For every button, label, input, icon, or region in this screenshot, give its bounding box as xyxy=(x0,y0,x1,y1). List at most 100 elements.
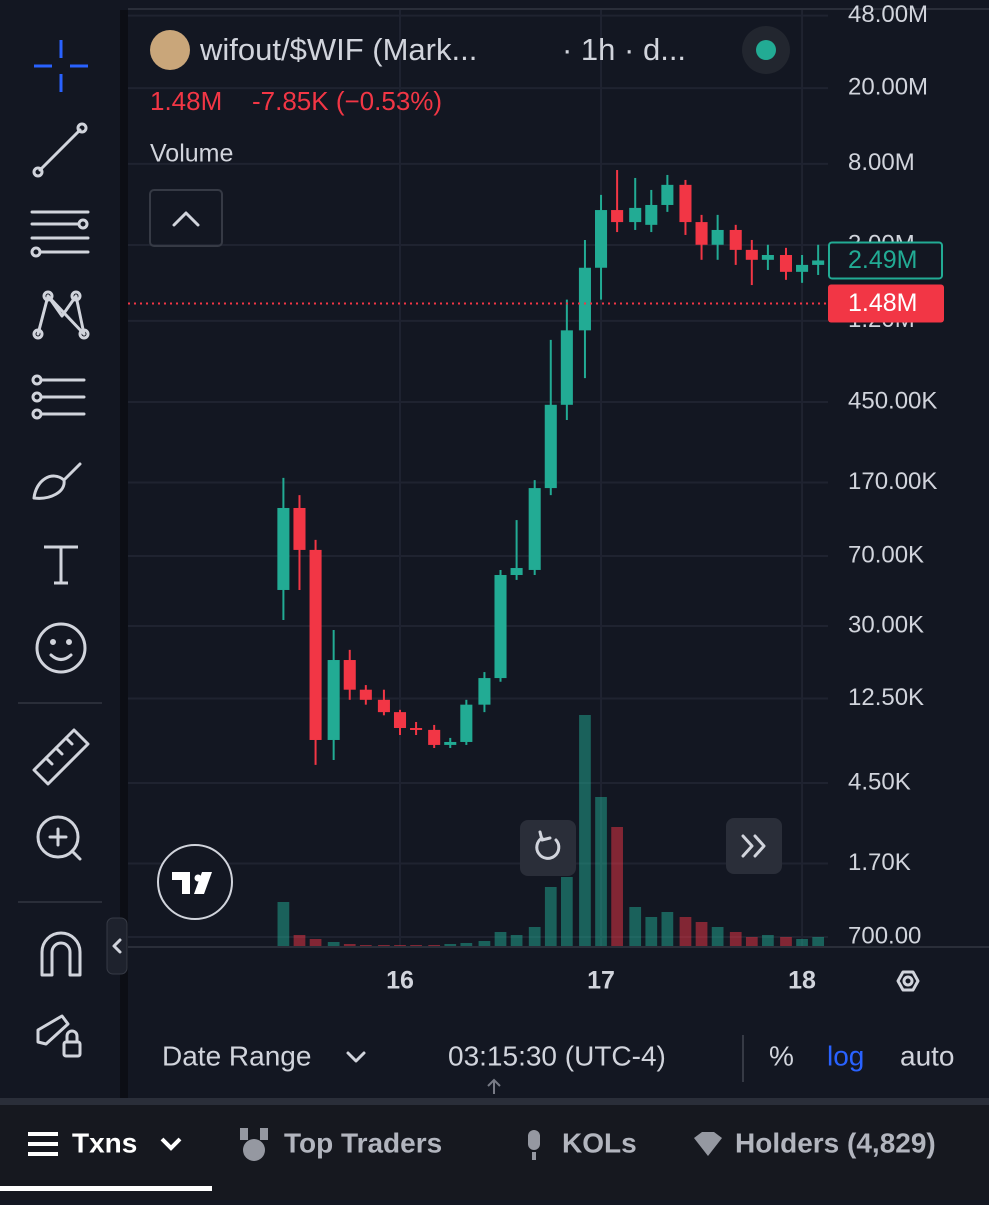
collapse-arrow xyxy=(112,938,122,954)
candle-body xyxy=(460,704,473,742)
grid xyxy=(128,10,828,947)
pattern-tool[interactable] xyxy=(32,290,90,340)
toolbar-divider xyxy=(120,10,128,1100)
mic-icon xyxy=(528,1130,540,1160)
y-tick-label: 700.00 xyxy=(848,922,921,949)
candle-body xyxy=(528,488,541,570)
price-tag xyxy=(828,284,944,323)
diamond-icon xyxy=(694,1132,722,1156)
volume-bar xyxy=(645,917,658,947)
candle-body xyxy=(428,729,441,745)
candle-body xyxy=(410,727,423,730)
price-tag-label: 1.48M xyxy=(848,289,917,317)
fib-tool[interactable] xyxy=(31,374,86,420)
y-tick-label: 70.00K xyxy=(848,541,924,568)
candle-body xyxy=(444,741,457,745)
trophy-icon xyxy=(240,1128,268,1161)
reset-icon xyxy=(535,836,561,860)
x-tick-label: 16 xyxy=(386,967,414,995)
volume-layer xyxy=(277,715,825,947)
ruler-tool[interactable] xyxy=(32,728,90,786)
collapse-handle[interactable] xyxy=(106,917,128,975)
date-range-chevron xyxy=(346,1051,366,1063)
zoom-tool[interactable] xyxy=(36,815,82,861)
y-tick-label: 48.00M xyxy=(848,1,928,28)
scroll-right-icon xyxy=(741,834,766,858)
candle-body xyxy=(679,184,692,223)
volume-bar xyxy=(528,927,541,947)
volume-bar xyxy=(293,935,306,947)
y-tick-label: 170.00K xyxy=(848,468,937,495)
volume-bar xyxy=(560,877,573,947)
candle-body xyxy=(779,255,793,272)
volume-bar xyxy=(579,715,591,947)
volume-legend: Volume xyxy=(150,140,233,168)
volume-bar xyxy=(796,939,808,947)
tab-chevron xyxy=(160,1137,182,1151)
symbol-title: wifout/$WIF (Mark... xyxy=(199,32,477,67)
volume-bar xyxy=(444,944,457,947)
candle-body xyxy=(796,264,809,272)
last-price-tag-label: 2.49M xyxy=(848,246,917,274)
tab-holders[interactable]: Holders (4,829) xyxy=(735,1127,936,1158)
candle-body xyxy=(327,660,340,740)
volume-bar xyxy=(343,944,356,947)
volume-bar xyxy=(711,927,724,947)
price: 1.48M xyxy=(150,86,222,116)
auto-button[interactable]: auto xyxy=(900,1040,955,1071)
token-avatar xyxy=(150,30,190,70)
volume-bar xyxy=(510,935,523,947)
x-tick-label: 18 xyxy=(788,967,816,995)
y-tick-label: 4.50K xyxy=(848,768,911,795)
interval: · 1h · d... xyxy=(562,32,686,67)
clock: 03:15:30 (UTC-4) xyxy=(448,1040,666,1071)
brush-tool[interactable] xyxy=(32,462,82,500)
scroll-right-button[interactable] xyxy=(726,818,782,874)
candle-layer xyxy=(277,170,825,765)
y-tick-label: 450.00K xyxy=(848,387,937,414)
percent-button[interactable]: % xyxy=(769,1040,794,1071)
date-range-button[interactable]: Date Range xyxy=(162,1040,311,1071)
top-border xyxy=(128,8,989,10)
volume-bar xyxy=(595,797,607,947)
candle-body xyxy=(729,229,742,250)
candle-body xyxy=(578,267,591,331)
candle-body xyxy=(761,255,774,260)
crosshair-tool[interactable] xyxy=(34,40,88,92)
pane-divider xyxy=(0,1098,989,1105)
parallel-lines-tool[interactable] xyxy=(30,210,90,258)
volume-bar xyxy=(309,939,322,947)
tab-kols[interactable]: KOLs xyxy=(562,1127,637,1158)
candle-body xyxy=(293,507,306,550)
settings-button[interactable] xyxy=(896,970,920,992)
tab-top-traders[interactable]: Top Traders xyxy=(284,1127,442,1158)
volume-bar xyxy=(478,941,491,947)
collapse-legend-button[interactable] xyxy=(149,189,223,247)
emoji-tool[interactable] xyxy=(35,622,87,674)
magnet-tool[interactable] xyxy=(40,931,82,977)
tab-bar xyxy=(0,1105,989,1200)
candle-body xyxy=(745,249,758,260)
volume-bar xyxy=(277,902,290,947)
txns-icon xyxy=(28,1132,58,1156)
volume-bar xyxy=(611,827,623,947)
volume-bar xyxy=(745,937,758,947)
resize-handle[interactable] xyxy=(487,1078,501,1124)
log-button[interactable]: log xyxy=(827,1040,864,1071)
candle-body xyxy=(510,568,523,576)
text-tool[interactable] xyxy=(44,545,78,585)
y-tick-label: 8.00M xyxy=(848,149,915,176)
status-dot xyxy=(756,40,776,60)
trend-line-tool[interactable] xyxy=(32,122,88,178)
candle-body xyxy=(611,210,624,223)
tab-txns[interactable]: Txns xyxy=(72,1127,137,1158)
lock-drawings-tool[interactable] xyxy=(36,1014,82,1058)
volume-bar xyxy=(544,887,557,947)
chevron-up xyxy=(172,211,200,227)
candle-body xyxy=(661,184,674,205)
volume-bar xyxy=(729,932,742,947)
tv-logo-mark xyxy=(172,872,212,894)
tv-logo[interactable] xyxy=(157,844,233,920)
reset-button[interactable] xyxy=(520,820,576,876)
